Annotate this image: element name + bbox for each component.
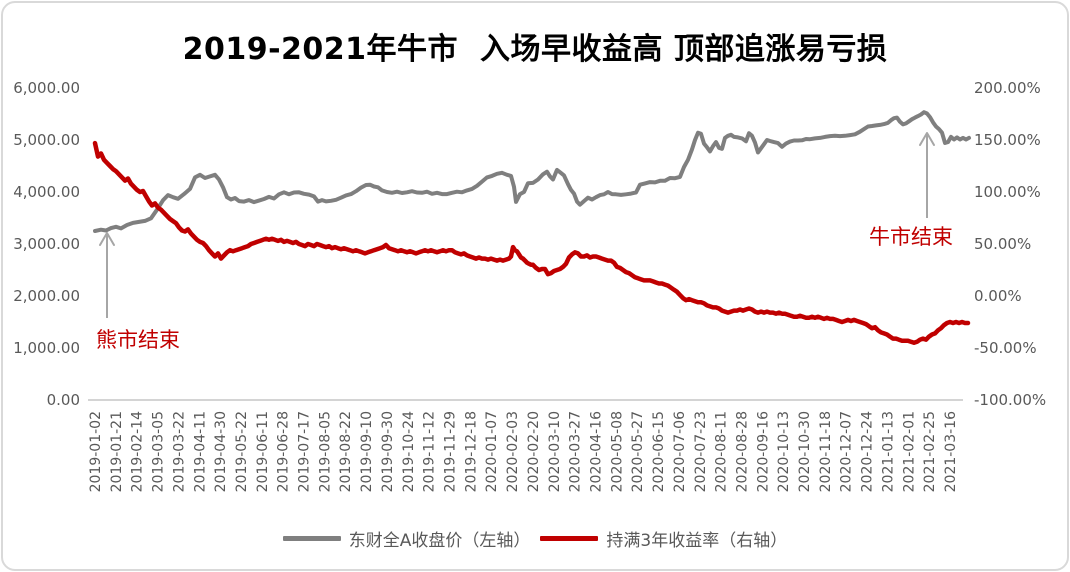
- x-axis-tick-label: 2020-08-11: [714, 411, 730, 492]
- bear-market-end-label: 熊市结束: [96, 328, 180, 352]
- x-axis-tick-label: 2020-07-23: [693, 411, 709, 492]
- legend: 东财全A收盘价（左轴） 持满3年收益率（右轴）: [0, 526, 1070, 551]
- price-line: [93, 110, 971, 233]
- x-axis-tick-label: 2020-06-15: [651, 411, 667, 492]
- legend-item-price-line: 东财全A收盘价（左轴）: [282, 526, 531, 551]
- right-axis-tick-label: 50.00%: [974, 235, 1031, 253]
- x-axis-tick-label: 2020-05-27: [630, 411, 646, 492]
- bear-market-end-arrowhead-icon: [99, 232, 115, 246]
- x-axis-tick-label: 2020-03-10: [547, 411, 563, 492]
- x-axis-tick-label: 2019-04-11: [192, 411, 208, 492]
- x-axis-tick-label: 2019-01-21: [109, 411, 125, 492]
- x-axis-tick-label: 2021-01-13: [880, 411, 896, 492]
- return-line: [92, 140, 971, 346]
- legend-swatch-price-line: [282, 536, 341, 541]
- x-axis-tick-label: 2020-12-24: [860, 411, 876, 492]
- x-axis-tick-label: 2019-12-18: [463, 411, 479, 492]
- x-axis-tick-label: 2019-10-24: [401, 411, 417, 492]
- left-axis-tick-label: 2,000.00: [13, 287, 80, 305]
- x-axis-tick-label: 2019-08-22: [338, 411, 354, 492]
- x-axis-tick-label: 2020-03-27: [568, 411, 584, 492]
- right-axis-tick-label: 0.00%: [974, 287, 1022, 305]
- x-axis-tick-label: 2020-12-07: [839, 411, 855, 492]
- x-axis-tick-label: 2020-02-20: [526, 411, 542, 492]
- right-axis-tick-label: 150.00%: [974, 131, 1041, 149]
- x-axis-tick-label: 2021-03-16: [943, 411, 959, 492]
- x-axis-tick-label: 2020-04-16: [588, 411, 604, 492]
- x-axis-tick-label: 2019-08-05: [317, 411, 333, 492]
- x-axis-tick-label: 2020-07-06: [672, 411, 688, 492]
- x-axis-tick-label: 2019-05-22: [234, 411, 250, 492]
- right-axis-tick-label: 100.00%: [974, 183, 1041, 201]
- x-axis-tick-label: 2019-09-30: [380, 411, 396, 492]
- x-axis-tick-label: 2019-11-12: [422, 411, 438, 492]
- x-axis-tick-label: 2021-02-25: [922, 411, 938, 492]
- x-axis-tick-label: 2019-06-28: [276, 411, 292, 492]
- x-axis-tick-label: 2020-11-18: [818, 411, 834, 492]
- left-axis-tick-label: 1,000.00: [13, 339, 80, 357]
- legend-item-return-line: 持满3年收益率（右轴）: [540, 526, 787, 551]
- bull-market-end-arrowhead-icon: [919, 132, 935, 146]
- right-axis-tick-label: -50.00%: [974, 339, 1037, 357]
- left-axis-tick-label: 5,000.00: [13, 131, 80, 149]
- x-axis-tick-label: 2019-11-29: [443, 411, 459, 492]
- x-axis-tick-label: 2019-02-14: [130, 411, 146, 492]
- bull-market-end-label: 牛市结束: [869, 225, 953, 249]
- legend-label-return-line: 持满3年收益率（右轴）: [606, 531, 788, 551]
- left-axis-tick-label: 0.00: [47, 391, 80, 409]
- x-axis-tick-label: 2020-09-16: [755, 411, 771, 492]
- right-axis-tick-label: 200.00%: [974, 79, 1041, 97]
- x-axis-tick-label: 2020-02-03: [505, 411, 521, 492]
- left-axis-tick-label: 6,000.00: [13, 79, 80, 97]
- left-axis-tick-label: 4,000.00: [13, 183, 80, 201]
- x-axis-tick-label: 2019-06-11: [255, 411, 271, 492]
- right-axis-tick-label: -100.00%: [974, 391, 1046, 409]
- x-axis-tick-label: 2020-10-30: [797, 411, 813, 492]
- left-axis-tick-label: 3,000.00: [13, 235, 80, 253]
- x-axis-tick-label: 2019-03-05: [151, 411, 167, 492]
- x-axis-tick-label: 2019-03-22: [171, 411, 187, 492]
- x-axis-tick-label: 2020-05-08: [609, 411, 625, 492]
- x-axis-tick-label: 2019-07-17: [297, 411, 313, 492]
- x-axis-tick-label: 2019-09-10: [359, 411, 375, 492]
- legend-swatch-return-line: [540, 536, 599, 541]
- x-axis-tick-label: 2020-10-13: [776, 411, 792, 492]
- x-axis-tick-label: 2020-08-28: [734, 411, 750, 492]
- x-axis-tick-label: 2021-02-01: [901, 411, 917, 492]
- x-axis-tick-label: 2019-01-02: [88, 411, 104, 492]
- legend-label-price-line: 东财全A收盘价（左轴）: [348, 531, 531, 551]
- x-axis-tick-label: 2020-01-07: [484, 411, 500, 492]
- x-axis-tick-label: 2019-04-30: [213, 411, 229, 492]
- chart-title: 2019-2021年牛市 入场早收益高 顶部追涨易亏损: [182, 32, 888, 67]
